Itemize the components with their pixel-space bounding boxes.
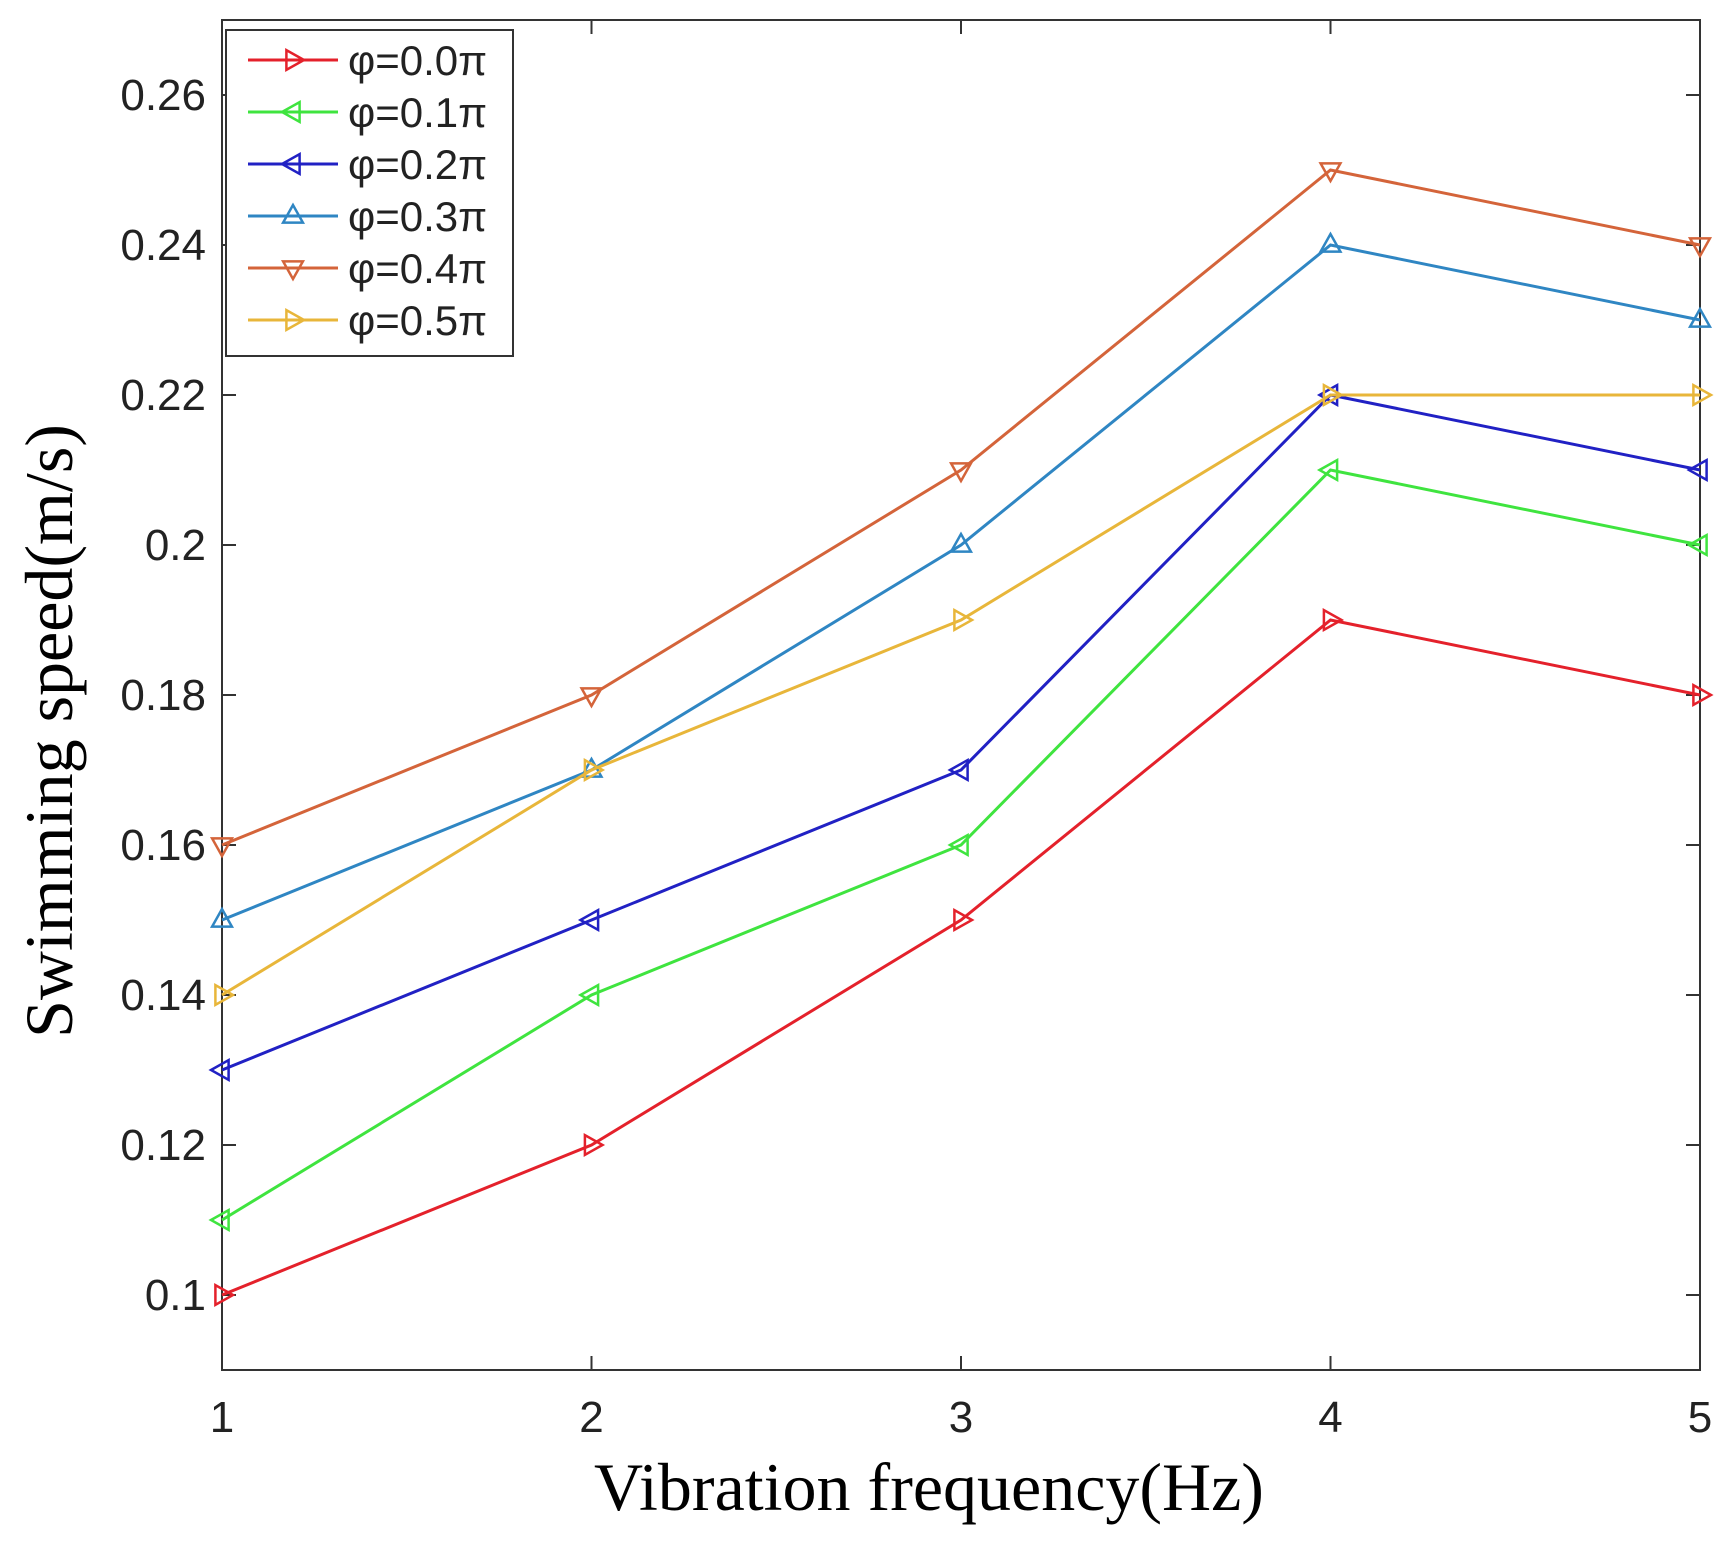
legend-item: φ=0.2π xyxy=(248,141,487,188)
legend-label: φ=0.1π xyxy=(348,89,487,136)
data-point xyxy=(947,757,969,783)
legend: φ=0.0π φ=0.1π φ=0.2π φ=0.3π φ=0.4π φ=0.5π xyxy=(225,29,514,357)
series-1 xyxy=(208,457,1708,1233)
y-tick-label: 0.24 xyxy=(120,221,206,270)
data-point xyxy=(1686,532,1708,558)
data-point xyxy=(577,907,600,933)
legend-marker xyxy=(285,47,307,73)
data-point xyxy=(208,1207,230,1233)
x-tick-label: 2 xyxy=(579,1393,603,1442)
y-tick-label: 0.1 xyxy=(145,1271,206,1320)
data-point xyxy=(214,982,236,1008)
legend-label: φ=0.4π xyxy=(348,245,487,292)
data-point xyxy=(209,906,235,928)
data-point xyxy=(577,982,600,1008)
y-tick-label: 0.2 xyxy=(145,521,206,570)
data-point xyxy=(1322,607,1345,633)
series-4 xyxy=(209,162,1713,859)
series-line xyxy=(221,393,1701,1072)
data-point xyxy=(948,462,974,484)
data-point xyxy=(583,1132,606,1158)
series-line xyxy=(221,618,1701,1297)
data-point xyxy=(583,757,606,783)
y-tick-label: 0.16 xyxy=(120,821,206,870)
legend-label: φ=0.2π xyxy=(348,141,487,188)
data-point xyxy=(1687,237,1713,259)
series-3 xyxy=(209,231,1713,928)
series-line xyxy=(221,468,1701,1222)
series-line xyxy=(221,168,1701,847)
legend-item: φ=0.5π xyxy=(248,297,487,344)
series-0 xyxy=(214,607,1714,1308)
series-line xyxy=(221,243,1701,922)
x-tick-label: 1 xyxy=(210,1393,234,1442)
legend-label: φ=0.3π xyxy=(348,193,487,240)
y-tick-label: 0.12 xyxy=(120,1121,206,1170)
y-axis-title: Swimming speed(m/s) xyxy=(11,424,87,1038)
y-tick-label: 0.22 xyxy=(120,371,206,420)
data-point xyxy=(1692,682,1714,708)
data-point xyxy=(209,837,235,859)
data-point xyxy=(214,1282,236,1308)
data-point xyxy=(1692,382,1714,408)
legend-item: φ=0.1π xyxy=(248,89,487,136)
data-point xyxy=(1686,457,1708,483)
data-point xyxy=(948,531,974,553)
x-tick-label: 5 xyxy=(1688,1393,1712,1442)
x-axis-title: Vibration frequency(Hz) xyxy=(594,1449,1264,1525)
legend-box xyxy=(225,29,514,357)
legend-item: φ=0.3π xyxy=(248,193,487,240)
x-tick-label: 4 xyxy=(1318,1393,1342,1442)
legend-marker xyxy=(285,307,307,333)
data-point xyxy=(1318,231,1343,253)
data-point xyxy=(953,607,975,633)
series-2 xyxy=(208,382,1708,1083)
legend-marker xyxy=(279,151,301,177)
legend-marker xyxy=(280,202,306,224)
data-point xyxy=(208,1057,230,1083)
x-tick-label: 3 xyxy=(949,1393,973,1442)
data-point xyxy=(1316,457,1339,483)
data-point xyxy=(1322,382,1345,408)
y-tick-label: 0.14 xyxy=(120,971,206,1020)
series-5 xyxy=(214,382,1714,1008)
y-tick-label: 0.26 xyxy=(120,71,206,120)
legend-item: φ=0.4π xyxy=(248,245,487,292)
data-point xyxy=(953,907,975,933)
y-tick-label: 0.18 xyxy=(120,671,206,720)
data-point xyxy=(947,832,969,858)
legend-marker xyxy=(280,260,306,282)
legend-label: φ=0.5π xyxy=(348,297,487,344)
legend-marker xyxy=(279,99,301,125)
data-point xyxy=(1318,162,1343,184)
legend-item: φ=0.0π xyxy=(248,37,487,84)
data-point xyxy=(1687,306,1713,328)
data-point xyxy=(579,687,604,709)
series-line xyxy=(221,393,1700,997)
legend-label: φ=0.0π xyxy=(348,37,487,84)
